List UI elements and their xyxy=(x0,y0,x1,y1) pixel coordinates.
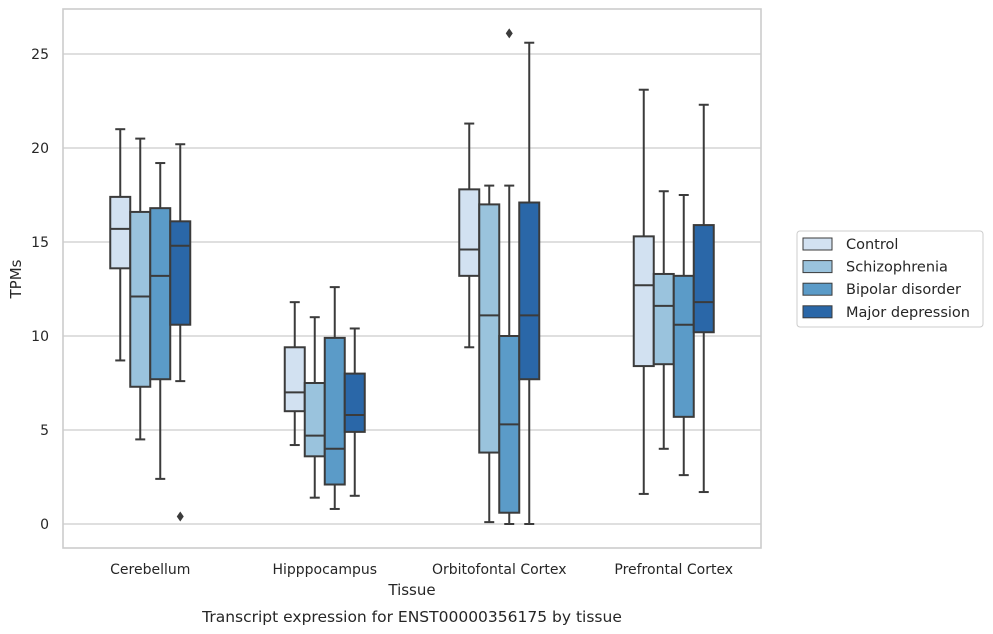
x-tick-label: Cerebellum xyxy=(110,562,190,578)
iqr-box xyxy=(303,382,326,458)
legend-swatch xyxy=(802,260,833,274)
y-tick-label: 10 xyxy=(31,329,49,345)
x-tick-label: Orbitofontal Cortex xyxy=(432,562,567,578)
iqr-box xyxy=(129,210,152,388)
iqr-box xyxy=(518,201,541,381)
chart-caption: Transcript expression for ENST0000035617… xyxy=(201,608,622,626)
box-major-depression xyxy=(343,327,366,497)
x-tick-label: Prefrontal Cortex xyxy=(614,562,733,578)
iqr-box xyxy=(652,272,675,366)
plot-frame xyxy=(62,8,762,549)
x-axis-title: Tissue xyxy=(387,581,435,599)
box-control xyxy=(109,128,132,362)
x-tick-label: Hipppocampus xyxy=(272,562,377,578)
legend-label: Bipolar disorder xyxy=(846,282,961,298)
legend-swatch xyxy=(802,305,833,319)
box-major-depression xyxy=(692,103,715,494)
legend-label: Major depression xyxy=(846,305,970,321)
iqr-box xyxy=(478,203,501,454)
outlier-point xyxy=(505,28,513,39)
iqr-box xyxy=(672,274,695,418)
y-tick-label: 0 xyxy=(40,517,49,533)
outlier-point xyxy=(176,511,184,522)
box-bipolar-disorder xyxy=(323,286,346,510)
legend: Control Schizophrenia Bipolar disorder Majo… xyxy=(796,230,984,328)
legend-swatch xyxy=(802,282,833,296)
legend-frame xyxy=(796,230,984,328)
iqr-box xyxy=(692,224,715,334)
y-tick-label: 15 xyxy=(31,235,49,251)
box-schizophrenia xyxy=(303,316,326,499)
box-bipolar-disorder xyxy=(672,194,695,477)
legend-swatch xyxy=(802,237,833,251)
y-tick-labels: 0 5 10 15 20 25 xyxy=(31,47,49,533)
box-schizophrenia xyxy=(478,184,501,524)
iqr-box xyxy=(169,220,192,326)
iqr-box xyxy=(632,235,655,368)
box-control xyxy=(632,88,655,495)
box-major-depression xyxy=(169,143,192,522)
box-schizophrenia xyxy=(129,137,152,441)
y-tick-label: 20 xyxy=(31,141,49,157)
iqr-box xyxy=(343,372,366,433)
legend-label: Schizophrenia xyxy=(846,260,948,276)
legend-label: Control xyxy=(846,237,898,253)
y-tick-label: 5 xyxy=(40,423,49,439)
box-control xyxy=(458,122,481,349)
iqr-box xyxy=(323,336,346,486)
box-control xyxy=(283,301,306,447)
box-major-depression xyxy=(518,41,541,525)
iqr-box xyxy=(283,346,306,413)
box-bipolar-disorder xyxy=(149,162,172,480)
box-schizophrenia xyxy=(652,190,675,450)
iqr-box xyxy=(149,207,172,381)
y-axis-title: TPMs xyxy=(7,259,25,299)
iqr-box xyxy=(109,195,132,270)
box-series xyxy=(109,28,715,525)
box-bipolar-disorder xyxy=(498,28,521,525)
x-tick-labels: Cerebellum Hipppocampus Orbitofontal Corte… xyxy=(110,562,733,578)
iqr-box xyxy=(458,188,481,277)
y-tick-label: 25 xyxy=(31,47,49,63)
